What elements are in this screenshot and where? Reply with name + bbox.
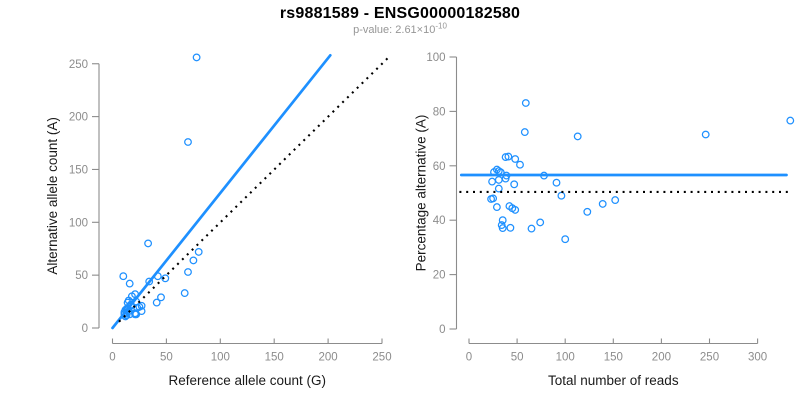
data-point — [488, 177, 497, 186]
right-y-axis — [449, 56, 458, 330]
data-point — [511, 205, 520, 214]
data-point — [492, 203, 501, 212]
data-point — [137, 307, 146, 316]
data-point — [611, 196, 620, 205]
left-x-axis — [111, 338, 383, 345]
data-point — [506, 223, 515, 232]
left-points — [119, 53, 203, 321]
x-tick-label: 200 — [652, 352, 671, 364]
left-y-axis — [92, 63, 100, 329]
data-point — [152, 298, 161, 307]
pvalue-text: p-value: 2.61×10 — [353, 24, 436, 36]
x-tick-label: 100 — [556, 352, 575, 364]
y-tick-label: 50 — [75, 270, 88, 282]
left-x-axis-title: Reference allele count (G) — [168, 373, 326, 388]
x-tick-label: 250 — [372, 352, 391, 364]
data-point — [536, 218, 545, 227]
y-tick-label: 250 — [69, 59, 88, 71]
data-point — [521, 99, 530, 107]
x-tick-label: 0 — [466, 352, 472, 364]
data-point — [557, 191, 566, 200]
y-tick-label: 20 — [433, 270, 446, 282]
data-point — [498, 216, 507, 225]
y-tick-label: 0 — [439, 324, 445, 336]
right-x-axis-title: Total number of reads — [548, 373, 679, 388]
figure-subtitle: p-value: 2.61×10-10 — [0, 21, 800, 36]
data-point — [184, 268, 192, 276]
data-point — [520, 128, 529, 137]
data-point — [552, 178, 561, 187]
data-point — [145, 277, 154, 286]
x-tick-label: 50 — [511, 352, 524, 364]
right-panel: 0 20 40 60 80 100 0 50 100 150 200 250 300 Total numb… — [414, 52, 795, 388]
data-point — [498, 224, 507, 233]
y-tick-label: 60 — [433, 161, 446, 173]
y-tick-label: 100 — [426, 52, 445, 64]
data-point — [786, 116, 795, 125]
x-tick-label: 150 — [265, 352, 284, 364]
data-point — [501, 153, 510, 162]
y-tick-label: 200 — [69, 112, 88, 124]
left-panel: 0 50 100 150 200 250 0 50 100 150 200 250 Reference … — [45, 53, 392, 388]
y-tick-label: 40 — [433, 215, 446, 227]
data-point — [157, 293, 165, 302]
fit-line — [111, 53, 332, 330]
data-point — [494, 175, 503, 184]
left-y-tick-labels: 0 50 100 150 200 250 — [69, 59, 88, 335]
right-x-axis — [468, 338, 759, 345]
identity-line — [118, 56, 390, 323]
data-point — [489, 194, 498, 203]
data-point — [192, 53, 201, 62]
data-point — [701, 130, 710, 139]
x-tick-label: 250 — [700, 352, 719, 364]
data-point — [583, 207, 592, 216]
data-point — [527, 224, 536, 233]
x-tick-label: 50 — [160, 352, 173, 364]
data-point — [180, 289, 189, 298]
data-point — [189, 256, 198, 265]
x-tick-label: 200 — [319, 352, 338, 364]
x-tick-label: 150 — [604, 352, 623, 364]
data-point — [510, 180, 519, 189]
data-point — [125, 279, 134, 288]
data-point — [516, 160, 524, 169]
data-point — [119, 272, 128, 281]
data-point — [144, 239, 153, 248]
x-tick-label: 0 — [109, 352, 115, 364]
y-tick-label: 0 — [82, 323, 88, 335]
figure-title: rs9881589 - ENSG00000182580 — [279, 5, 521, 22]
data-point — [573, 132, 582, 141]
data-point — [194, 247, 203, 256]
pvalue-exponent: -10 — [435, 21, 447, 31]
data-point — [561, 235, 570, 244]
x-tick-label: 300 — [748, 352, 767, 364]
right-x-tick-labels: 0 50 100 150 200 250 300 — [466, 352, 767, 364]
data-point — [598, 199, 607, 208]
data-point — [504, 152, 513, 161]
right-y-tick-labels: 0 20 40 60 80 100 — [426, 52, 445, 336]
data-point — [161, 274, 170, 283]
y-tick-label: 80 — [433, 106, 446, 118]
left-y-axis-title: Alternative allele count (A) — [45, 117, 60, 275]
data-point — [511, 155, 520, 163]
data-point — [494, 184, 503, 193]
y-tick-label: 150 — [69, 164, 88, 176]
right-y-axis-title: Percentage alternative (A) — [414, 115, 429, 272]
data-point — [137, 301, 146, 310]
right-points — [487, 99, 795, 244]
y-tick-label: 100 — [69, 217, 88, 229]
data-point — [184, 138, 192, 146]
left-x-tick-labels: 0 50 100 150 200 250 — [109, 352, 391, 364]
x-tick-label: 100 — [211, 352, 230, 364]
